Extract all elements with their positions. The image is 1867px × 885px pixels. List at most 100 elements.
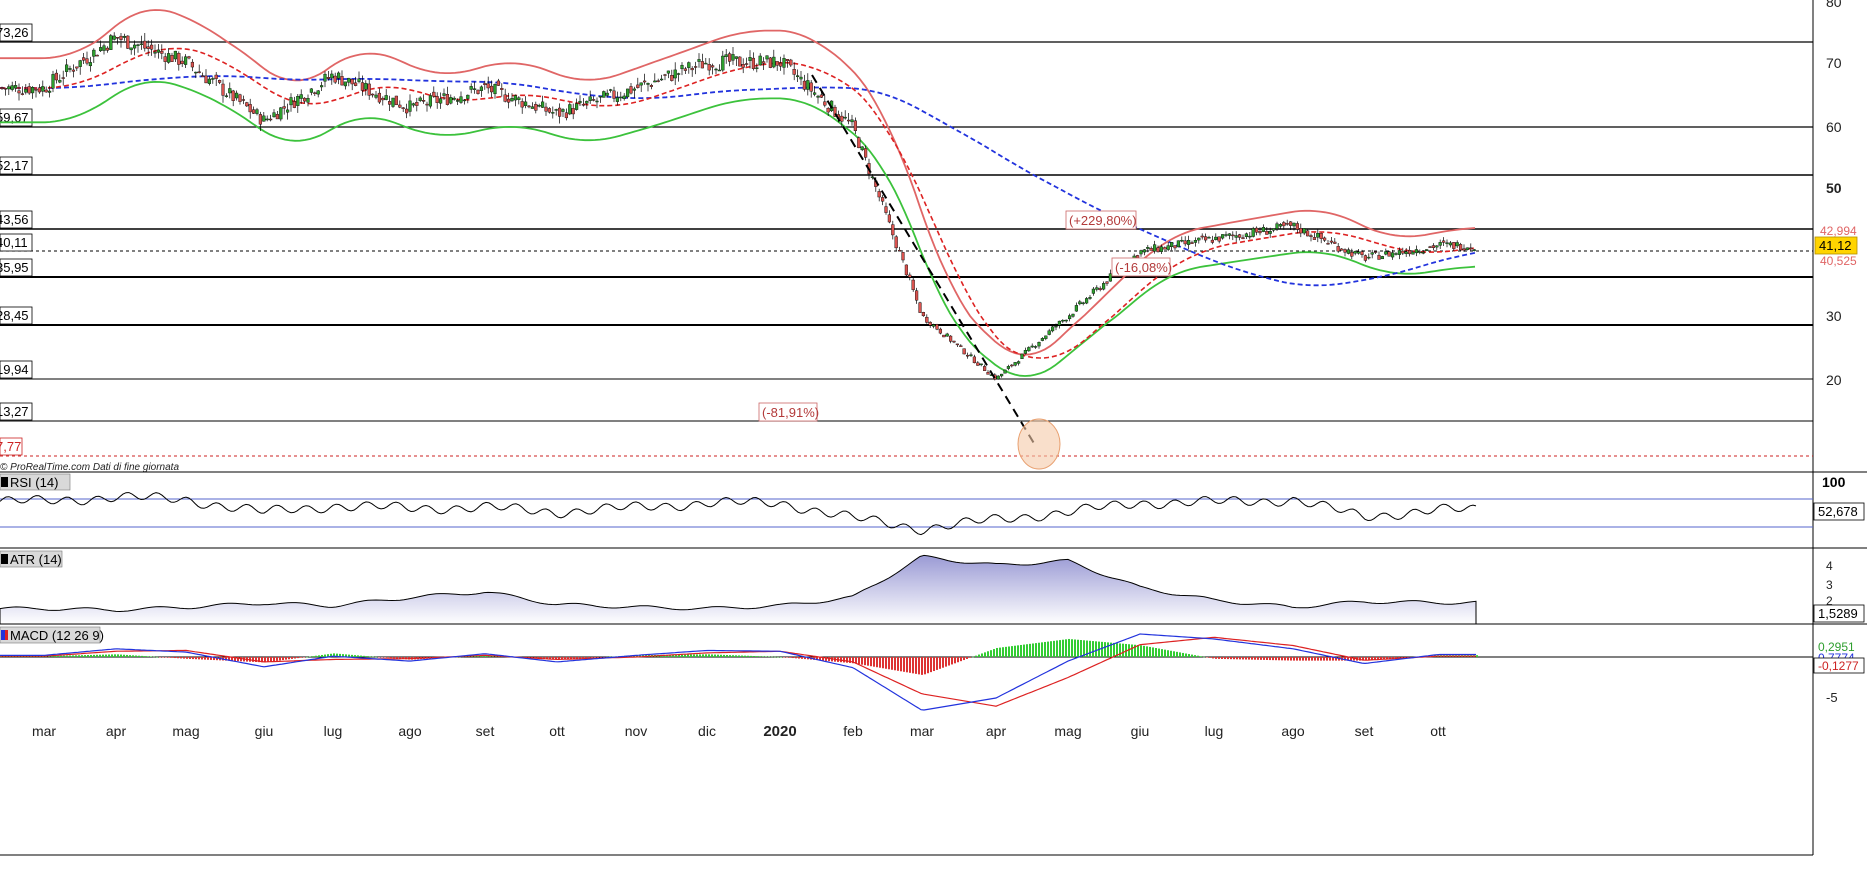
annotation-pullback: (-16,08%) [1115,260,1172,275]
candle-body [1275,223,1279,230]
candle-body [1074,305,1078,312]
macd-histogram-bar [345,654,347,657]
macd-histogram-bar [315,655,317,657]
candle-body [1000,373,1004,377]
macd-histogram-bar [1395,657,1397,659]
macd-histogram-bar [603,657,605,658]
macd-histogram-bar [750,655,752,657]
macd-histogram-bar [81,655,83,657]
macd-histogram-bar [639,655,641,657]
candle-body [493,84,497,95]
candle-body [728,53,732,62]
candle-body [449,97,453,104]
macd-label-swatch-2 [5,630,8,640]
macd-histogram-bar [1032,643,1034,657]
macd-histogram-bar [1476,655,1478,657]
macd-histogram-bar [375,656,377,658]
candle-body [564,112,568,119]
candle-body [921,312,925,317]
macd-histogram-bar [72,655,74,657]
x-tick-label: mar [32,723,56,739]
macd-histogram-bar [135,655,137,657]
macd-histogram-bar [1083,640,1085,657]
macd-histogram-bar [264,657,266,663]
x-tick-label: mar [910,723,934,739]
candle-body [1394,253,1398,255]
level-label-box [0,306,33,325]
trailing-lower-line [0,80,1476,377]
macd-histogram-bar [1182,652,1184,657]
macd-histogram-bar [1359,657,1361,661]
macd-histogram-bar [978,654,980,657]
candle-body [1435,245,1439,248]
candle-body [156,49,160,53]
macd-histogram-bar [534,657,536,659]
macd-tick-neg5: -5 [1826,690,1838,705]
macd-histogram-bar [1404,657,1406,658]
candle-body [731,54,735,61]
macd-histogram-bar [348,654,350,657]
candle-body [758,55,762,66]
macd-histogram-bar [330,653,332,657]
candle-body [41,86,45,92]
macd-histogram-bar [1020,644,1022,657]
macd-histogram-bar [141,655,143,657]
x-tick-label: lug [324,723,343,739]
candle-body [289,97,293,106]
macd-histogram-bar [225,657,227,661]
macd-histogram-bar [1152,647,1154,657]
candle-body [200,75,205,77]
candle-body [639,82,643,86]
candle-body [1271,228,1276,231]
candle-body [1040,338,1044,341]
level-label-52: 52,17 [0,158,29,173]
macd-histogram-bar [765,656,767,657]
candle-body [415,101,419,106]
candle-body [214,74,218,79]
macd-histogram-bar [1311,657,1313,661]
candle-body [819,94,823,98]
candle-body [568,104,572,115]
macd-histogram-bar [774,656,776,658]
candle-body [690,68,694,71]
macd-line [0,633,1476,711]
macd-histogram-bar [96,654,98,657]
macd-histogram-bar [597,657,599,658]
macd-histogram-bar [1191,654,1193,657]
macd-histogram-bar [294,657,296,659]
macd-histogram-bar [1068,638,1070,657]
macd-histogram-bar [174,657,176,659]
macd-histogram-bar [1275,657,1277,661]
macd-histogram-bar [960,657,962,662]
candle-body [1401,250,1405,254]
macd-histogram-bar [948,657,950,666]
macd-histogram-bar [378,657,380,658]
macd-histogram-bar [1011,646,1013,657]
level-label-20: 19,94 [0,362,29,377]
macd-histogram-bar [237,657,239,662]
macd-histogram-bar [366,656,368,657]
ma-long-line [0,75,1477,287]
candle-body [282,106,286,109]
candle-body [394,95,398,106]
candle-body [1455,242,1459,247]
candle-body [204,75,208,84]
macd-histogram-bar [198,657,200,660]
macd-histogram-bar [1257,657,1259,660]
macd-histogram-bar [1269,657,1271,661]
candle-body [160,51,164,54]
candle-body [476,89,480,94]
macd-histogram-bar [309,656,311,658]
candle-body [323,73,327,82]
macd-histogram-bar [1368,657,1370,661]
candle-body [683,68,687,71]
macd-histogram-bar [63,655,65,657]
macd-histogram-bar [1335,657,1337,661]
candle-body [442,93,446,96]
candle-body [1180,239,1184,242]
candle-body [680,64,684,70]
candle-body [1278,224,1282,227]
candle-body [44,89,48,93]
macd-histogram-bar [738,655,740,657]
macd-histogram-bar [234,657,236,662]
